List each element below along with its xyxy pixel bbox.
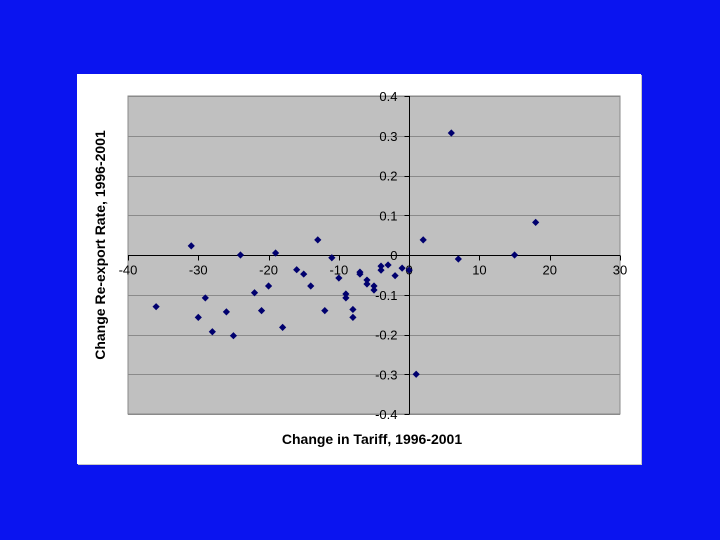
- data-point: [419, 236, 427, 244]
- data-point: [187, 242, 195, 250]
- x-tick-label: -20: [259, 263, 278, 278]
- data-point: [412, 370, 420, 378]
- y-tick-label: -0.2: [375, 328, 397, 343]
- data-point: [264, 282, 273, 290]
- x-tick-label: 20: [542, 263, 556, 278]
- y-tick-label: 0.3: [379, 129, 397, 144]
- x-tick-label: -40: [119, 263, 138, 278]
- axes: [128, 96, 621, 415]
- chart-panel: -40-30-20-100102030-0.4-0.3-0.2-0.100.10…: [77, 74, 641, 464]
- x-tick-label: 30: [613, 263, 627, 278]
- y-tick-label: 0.1: [379, 208, 397, 223]
- y-tick-label: -0.3: [375, 367, 397, 382]
- x-tick-label: -10: [329, 263, 348, 278]
- y-tick-label: -0.4: [375, 407, 397, 422]
- y-tick-label: -0.1: [375, 288, 397, 303]
- data-point: [377, 262, 385, 270]
- scatter-chart: -40-30-20-100102030-0.4-0.3-0.2-0.100.10…: [92, 89, 627, 447]
- data-point: [454, 255, 462, 263]
- y-tick-label: 0.4: [379, 89, 397, 104]
- y-tick-label: 0: [390, 248, 397, 263]
- data-point: [201, 294, 209, 302]
- data-point: [307, 282, 315, 290]
- data-point: [510, 251, 519, 259]
- y-axis-title: Change Re-export Rate, 1996-2001: [92, 130, 108, 360]
- x-axis-title: Change in Tariff, 1996-2001: [282, 431, 462, 447]
- y-tick-label: 0.2: [379, 169, 397, 184]
- data-point: [342, 294, 350, 302]
- data-point: [398, 264, 406, 272]
- data-point: [447, 129, 455, 137]
- data-point: [405, 266, 413, 274]
- data-point: [384, 261, 392, 269]
- data-point: [328, 254, 336, 262]
- data-point: [314, 236, 322, 244]
- data-point: [152, 303, 160, 311]
- gridlines: [128, 96, 620, 415]
- data-point: [335, 274, 343, 282]
- data-point: [229, 332, 238, 340]
- data-point: [342, 290, 350, 298]
- x-tick-label: 10: [472, 263, 486, 278]
- data-point: [532, 218, 540, 227]
- data-point: [236, 251, 245, 259]
- x-tick-label: -30: [189, 263, 208, 278]
- data-point: [370, 282, 378, 290]
